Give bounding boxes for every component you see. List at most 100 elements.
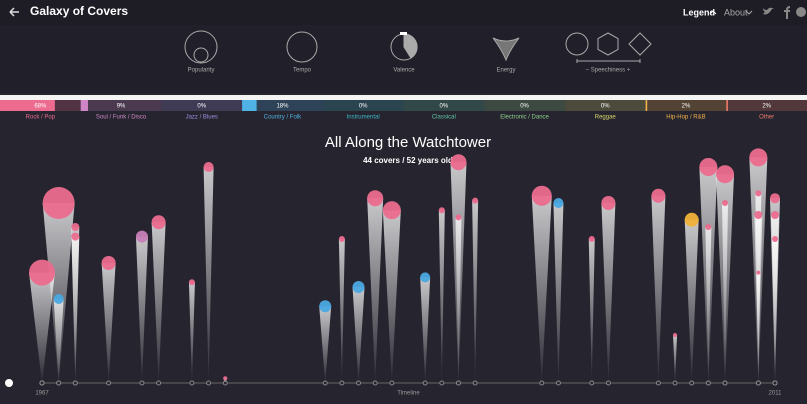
genre-name: Electronic / Dance bbox=[500, 115, 549, 121]
cover-cone bbox=[319, 306, 332, 383]
genre-name: Rock / Pop bbox=[26, 115, 56, 121]
cover-bubble bbox=[319, 300, 332, 313]
genre-share-bar bbox=[645, 100, 648, 111]
cover-bubble bbox=[749, 148, 768, 167]
genre-name: Reggae bbox=[595, 115, 617, 121]
cover-bubble bbox=[71, 232, 80, 241]
cover-cone bbox=[705, 227, 712, 383]
genre-segment bbox=[484, 100, 565, 111]
cover-cone bbox=[53, 299, 64, 383]
genre-percent: 2% bbox=[762, 104, 771, 110]
genre-name: Jazz / Blues bbox=[186, 115, 218, 121]
genre-segment bbox=[322, 100, 404, 111]
cover-cone bbox=[472, 200, 479, 383]
cover-cone bbox=[367, 198, 384, 383]
nav-legend[interactable]: Legend bbox=[683, 7, 715, 17]
cover-cone bbox=[420, 277, 431, 383]
genre-segment bbox=[645, 100, 727, 111]
nav-about[interactable]: About bbox=[724, 7, 748, 17]
genre-name: Other bbox=[759, 115, 774, 121]
cover-cone bbox=[135, 236, 148, 383]
cover-bubble bbox=[673, 333, 678, 337]
cover-cone bbox=[722, 203, 729, 383]
pinterest-icon[interactable] bbox=[796, 7, 806, 17]
cover-bubble bbox=[223, 376, 228, 381]
genre-percent: 9% bbox=[117, 104, 126, 110]
cover-bubble bbox=[772, 236, 778, 242]
cover-bubble bbox=[553, 198, 564, 208]
genre-percent: 0% bbox=[601, 104, 610, 110]
cover-bubble bbox=[53, 294, 64, 304]
cover-cone bbox=[438, 210, 445, 383]
cover-bubble bbox=[531, 185, 552, 206]
cover-bubble bbox=[588, 236, 595, 242]
timeline-label: Timeline bbox=[397, 391, 420, 397]
cover-cone bbox=[772, 239, 778, 383]
app-title: Galaxy of Covers bbox=[30, 4, 128, 18]
cover-cone bbox=[382, 210, 401, 383]
genre-segment bbox=[726, 100, 807, 111]
cover-cone bbox=[42, 203, 75, 383]
facebook-icon[interactable] bbox=[784, 6, 790, 19]
cover-bubble bbox=[382, 201, 401, 220]
cover-bubble bbox=[42, 187, 75, 219]
cover-bubble bbox=[455, 214, 462, 221]
cover-cone bbox=[203, 167, 214, 383]
cover-bubble bbox=[472, 197, 479, 204]
legend-label: Energy bbox=[496, 68, 515, 74]
cover-bubble bbox=[601, 196, 616, 210]
genre-segment bbox=[564, 100, 646, 111]
genre-share-bar bbox=[0, 100, 55, 111]
cover-bubble bbox=[352, 281, 365, 293]
cover-bubble bbox=[188, 279, 195, 286]
covers bbox=[29, 148, 780, 386]
genre-segment bbox=[403, 100, 485, 111]
genre-name: Country / Folk bbox=[264, 115, 302, 121]
genre-share-bar bbox=[726, 100, 728, 111]
timeline-handle bbox=[5, 379, 13, 387]
cover-bubble bbox=[135, 230, 148, 243]
top-bar bbox=[0, 0, 807, 25]
cover-cone bbox=[673, 335, 678, 383]
chevron bbox=[745, 10, 753, 15]
legend-label: Valence bbox=[393, 68, 415, 74]
cover-bubble bbox=[203, 162, 214, 172]
tick-label: 1967 bbox=[35, 391, 49, 397]
song-subtitle: 44 covers / 52 years old bbox=[363, 156, 453, 165]
genre-segment bbox=[161, 100, 243, 111]
cover-bubble bbox=[771, 211, 779, 219]
genre-share-bar bbox=[80, 100, 88, 111]
cover-bubble bbox=[722, 200, 729, 206]
genre-name: Soul / Funk / Disco bbox=[96, 115, 147, 121]
cover-cone bbox=[71, 236, 80, 383]
cover-bubble bbox=[420, 272, 431, 283]
genre-name: Instrumental bbox=[347, 115, 380, 121]
genre-name: Hip-Hop / R&B bbox=[666, 115, 705, 121]
legend-label: – Speechiness + bbox=[586, 68, 631, 74]
cover-cone bbox=[756, 272, 761, 383]
cover-cone bbox=[601, 203, 616, 383]
cover-bubble bbox=[716, 165, 735, 184]
cover-cone bbox=[101, 263, 116, 383]
cover-bubble bbox=[651, 188, 666, 203]
chevron bbox=[709, 10, 717, 15]
legend-icons bbox=[184, 30, 652, 64]
cover-cone bbox=[29, 272, 55, 383]
genre-percent: 0% bbox=[440, 104, 449, 110]
genre-percent: 0% bbox=[197, 104, 206, 110]
cover-bubble bbox=[756, 270, 761, 275]
twitter-icon[interactable] bbox=[763, 7, 774, 15]
cover-cone bbox=[352, 287, 365, 383]
genre-percent: 18% bbox=[276, 104, 289, 110]
legend-label: Popularity bbox=[188, 68, 215, 74]
cover-bubble bbox=[29, 259, 55, 286]
cover-bubble bbox=[684, 212, 699, 227]
back-button[interactable] bbox=[9, 7, 19, 17]
cover-bubble bbox=[338, 236, 345, 242]
cover-bubble bbox=[71, 223, 80, 231]
cover-bubble bbox=[705, 224, 712, 230]
cover-bubble bbox=[151, 215, 166, 230]
cover-cone bbox=[338, 239, 345, 383]
